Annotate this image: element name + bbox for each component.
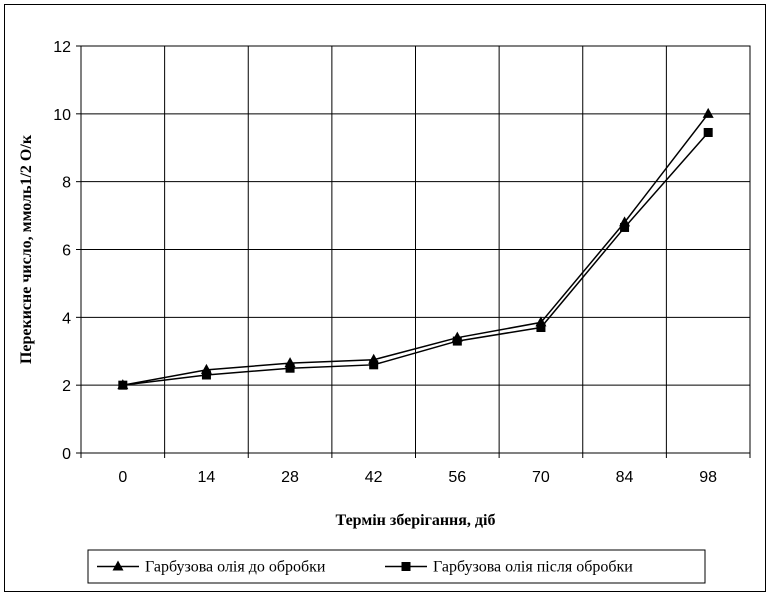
y-tick-label: 0 bbox=[62, 446, 71, 463]
series-2-point bbox=[620, 222, 630, 232]
y-tick-label: 12 bbox=[53, 39, 71, 56]
x-tick-label: 28 bbox=[281, 469, 299, 486]
series-1-point bbox=[702, 107, 714, 118]
series-2-point bbox=[369, 360, 379, 370]
series-2-line bbox=[122, 131, 709, 386]
legend-marker-2 bbox=[401, 562, 411, 571]
series-2-point bbox=[703, 127, 713, 137]
series-2-point bbox=[118, 380, 128, 390]
grid-lines bbox=[80, 45, 751, 454]
series-2-point bbox=[201, 370, 211, 380]
x-tick-label: 42 bbox=[365, 469, 383, 486]
legend-label-2: Гарбузова олія після обробки bbox=[433, 559, 633, 576]
series-2-point bbox=[536, 323, 546, 333]
legend-marker-1 bbox=[112, 560, 124, 571]
y-tick-label: 8 bbox=[62, 175, 71, 192]
series-layer bbox=[117, 107, 714, 390]
legend-label-1: Гарбузова олія до обробки bbox=[145, 559, 326, 576]
chart-frame bbox=[4, 4, 766, 592]
x-tick-label: 0 bbox=[118, 469, 127, 486]
x-tick-label: 84 bbox=[616, 469, 634, 486]
legend: Гарбузова олія до обробки Гарбузова олія … bbox=[87, 549, 706, 584]
axis-ticks: 0 2 4 6 8 10 12 0 14 28 42 56 70 84 98 bbox=[53, 39, 751, 486]
x-tick-label: 98 bbox=[699, 469, 717, 486]
y-tick-label: 2 bbox=[62, 378, 71, 395]
y-axis-title: Перекисне число, ммоль1/2 О/к bbox=[18, 134, 35, 364]
y-tick-label: 10 bbox=[53, 107, 71, 124]
x-axis-title: Термін зберігання, діб bbox=[336, 512, 496, 529]
x-tick-label: 14 bbox=[198, 469, 216, 486]
x-tick-label: 70 bbox=[532, 469, 550, 486]
y-tick-label: 4 bbox=[62, 310, 71, 327]
series-2-point bbox=[452, 336, 462, 346]
series-2 bbox=[118, 127, 713, 390]
series-1-line bbox=[122, 113, 709, 386]
x-tick-label: 56 bbox=[448, 469, 466, 486]
series-2-point bbox=[285, 363, 295, 373]
y-tick-label: 6 bbox=[62, 243, 71, 260]
